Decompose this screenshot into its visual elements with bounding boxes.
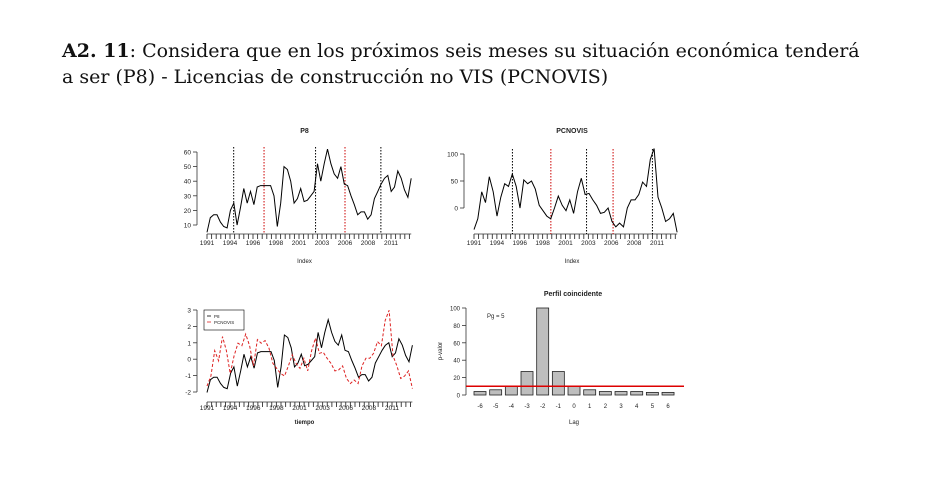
x-tick-label: -1 bbox=[556, 404, 562, 410]
x-tick-label: 2008 bbox=[627, 240, 642, 247]
x-tick-label: 2011 bbox=[650, 240, 664, 247]
x-tick-label: 1994 bbox=[223, 405, 238, 412]
x-tick-label: 1998 bbox=[269, 240, 284, 247]
x-tick-label: -6 bbox=[477, 404, 483, 410]
x-tick-label: 1991 bbox=[467, 240, 482, 247]
x-tick-label: 2008 bbox=[361, 240, 376, 247]
y-tick-label: 0 bbox=[457, 394, 461, 400]
x-tick-label: 2011 bbox=[384, 240, 398, 247]
x-axis-label: Index bbox=[297, 259, 312, 265]
bar-lag-2 bbox=[598, 391, 612, 396]
x-tick-label: 2006 bbox=[339, 405, 354, 412]
series-line-pcnovis bbox=[473, 148, 678, 233]
y-tick-label: -2 bbox=[185, 390, 191, 397]
y-tick-label: 100 bbox=[447, 152, 458, 159]
x-tick-label: 1996 bbox=[246, 405, 261, 412]
bar-lag--3 bbox=[520, 371, 534, 396]
x-tick-label: 1998 bbox=[535, 240, 550, 247]
y-tick-label: 0 bbox=[187, 357, 191, 364]
x-tick-label: -3 bbox=[524, 404, 530, 410]
question-heading: A2. 11: Considera que en los próximos se… bbox=[62, 38, 862, 90]
bar-lag--2 bbox=[536, 307, 550, 396]
bar-lag-3 bbox=[614, 391, 628, 396]
y-tick-label: 50 bbox=[451, 179, 459, 186]
series-line-p8 bbox=[206, 148, 412, 233]
x-tick-label: 2011 bbox=[385, 405, 399, 412]
x-tick-label: 2003 bbox=[581, 240, 596, 247]
x-tick-label: -4 bbox=[509, 404, 515, 410]
y-tick-label: 100 bbox=[450, 307, 461, 313]
x-tick-label: 0 bbox=[572, 404, 576, 410]
bar-lag--5 bbox=[489, 389, 503, 396]
y-tick-label: 20 bbox=[453, 376, 460, 382]
bar-lag-6 bbox=[661, 391, 675, 396]
bar-lag--1 bbox=[551, 371, 565, 396]
bar-lag-5 bbox=[645, 391, 659, 396]
x-axis-label: tiempo bbox=[295, 420, 315, 426]
legend-label: P8 bbox=[214, 314, 220, 319]
x-tick-label: 2001 bbox=[292, 240, 307, 247]
x-tick-label: 1994 bbox=[490, 240, 505, 247]
y-tick-label: 50 bbox=[184, 164, 192, 171]
series-line-pcnovis bbox=[206, 310, 413, 389]
x-tick-label: 1996 bbox=[513, 240, 528, 247]
legend-box bbox=[203, 309, 245, 331]
x-tick-label: 1991 bbox=[200, 405, 215, 412]
x-tick-label: 2 bbox=[604, 404, 608, 410]
x-tick-label: 1996 bbox=[246, 240, 261, 247]
question-text: : Considera que en los próximos seis mes… bbox=[62, 40, 860, 88]
bar-lag-4 bbox=[630, 391, 644, 396]
chart-title: PCNOVIS bbox=[556, 128, 588, 135]
series-line-p8 bbox=[206, 317, 413, 393]
bar-lag--4 bbox=[504, 385, 518, 396]
y-axis-label: p-valor bbox=[438, 342, 444, 360]
legend-label: PCNOVIS bbox=[214, 320, 234, 325]
bar-lag--6 bbox=[473, 391, 487, 396]
y-tick-label: 2 bbox=[187, 324, 191, 331]
y-tick-label: -1 bbox=[185, 373, 191, 380]
x-tick-label: 2001 bbox=[558, 240, 573, 247]
x-tick-label: 1998 bbox=[269, 405, 284, 412]
y-tick-label: 20 bbox=[184, 208, 192, 215]
x-axis-label: Index bbox=[565, 259, 580, 265]
x-tick-label: 5 bbox=[651, 404, 655, 410]
y-tick-label: 60 bbox=[184, 150, 192, 157]
x-tick-label: 6 bbox=[666, 404, 670, 410]
y-tick-label: 30 bbox=[184, 193, 192, 200]
x-tick-label: 2006 bbox=[604, 240, 619, 247]
y-tick-label: 0 bbox=[454, 206, 458, 213]
y-tick-label: 10 bbox=[184, 223, 192, 230]
x-tick-label: 1994 bbox=[223, 240, 238, 247]
question-number: A2. 11 bbox=[62, 40, 130, 62]
y-tick-label: 3 bbox=[187, 308, 191, 315]
y-tick-label: 1 bbox=[187, 340, 191, 347]
x-tick-label: 1 bbox=[588, 404, 592, 410]
x-tick-label: 2008 bbox=[362, 405, 377, 412]
chart-title: P8 bbox=[300, 128, 309, 135]
x-tick-label: 2003 bbox=[315, 405, 330, 412]
chart-title: Perfil coincidente bbox=[544, 291, 602, 298]
y-tick-label: 40 bbox=[184, 179, 192, 186]
x-tick-label: 2003 bbox=[315, 240, 330, 247]
x-tick-label: -5 bbox=[493, 404, 499, 410]
annotation: Pg = 5 bbox=[487, 314, 505, 320]
x-tick-label: 1991 bbox=[200, 240, 215, 247]
y-tick-label: 60 bbox=[453, 341, 460, 347]
x-tick-label: 4 bbox=[635, 404, 639, 410]
y-tick-label: 40 bbox=[453, 359, 460, 365]
x-tick-label: -2 bbox=[540, 404, 546, 410]
x-axis-label: Lag bbox=[569, 420, 579, 426]
x-tick-label: 3 bbox=[619, 404, 623, 410]
y-tick-label: 80 bbox=[453, 324, 460, 330]
bar-lag-1 bbox=[583, 389, 597, 396]
x-tick-label: 2006 bbox=[338, 240, 353, 247]
x-tick-label: 2001 bbox=[292, 405, 307, 412]
bar-lag-0 bbox=[567, 385, 581, 396]
